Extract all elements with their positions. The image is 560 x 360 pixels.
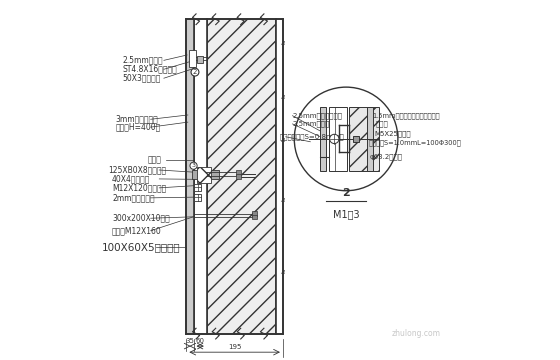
Text: 4: 4: [281, 138, 285, 144]
Text: 60: 60: [195, 338, 204, 344]
Circle shape: [191, 68, 199, 76]
Bar: [197, 56, 203, 63]
Bar: [194, 184, 202, 191]
Text: ST4.8X16自攻螺钉: ST4.8X16自攻螺钉: [123, 65, 178, 74]
Bar: [186, 19, 194, 334]
Text: 35: 35: [185, 338, 194, 344]
Text: M1：3: M1：3: [333, 209, 360, 219]
Text: 1.5mm热浸锄层铝层板（通用）: 1.5mm热浸锄层铝层板（通用）: [372, 112, 440, 119]
Bar: [189, 50, 195, 67]
Bar: [252, 211, 257, 216]
Text: 2.5mm涂层板: 2.5mm涂层板: [123, 56, 164, 65]
Bar: [352, 136, 359, 142]
Text: 沉头铆: 沉头铆: [148, 156, 162, 165]
Text: 4: 4: [281, 41, 285, 47]
Text: 3mm弹性密封条: 3mm弹性密封条: [116, 115, 158, 124]
Circle shape: [190, 162, 197, 169]
Text: 125XB0X8连接钢板: 125XB0X8连接钢板: [109, 166, 167, 175]
Bar: [329, 107, 347, 171]
Circle shape: [295, 87, 398, 191]
Bar: [207, 19, 277, 334]
Text: 4: 4: [281, 198, 285, 204]
Text: 2.5mm涂层板: 2.5mm涂层板: [292, 121, 330, 127]
Bar: [236, 170, 241, 175]
Bar: [349, 107, 379, 171]
Bar: [193, 170, 220, 179]
Text: 铝中气（S=1.0mmL=100Φ300）: 铝中气（S=1.0mmL=100Φ300）: [368, 139, 461, 146]
Text: 黑色密封胶（S=0.8mm）: 黑色密封胶（S=0.8mm）: [280, 134, 345, 140]
Text: 195: 195: [228, 345, 241, 350]
Text: 40X4角钢局部: 40X4角钢局部: [112, 175, 151, 184]
Text: 2: 2: [193, 69, 197, 75]
Text: φ63.2挂板卡: φ63.2挂板卡: [369, 153, 402, 160]
Text: 2mm山形密封条: 2mm山形密封条: [112, 193, 155, 202]
Bar: [320, 107, 326, 171]
Bar: [367, 107, 373, 171]
Text: 4: 4: [281, 95, 285, 101]
Text: 2: 2: [342, 188, 350, 198]
Text: 50X3封口槽铝: 50X3封口槽铝: [123, 74, 161, 83]
Bar: [194, 194, 202, 201]
Text: M5X25螺钉光: M5X25螺钉光: [374, 130, 410, 137]
Bar: [236, 174, 241, 179]
Text: 100X60X5矩形鑰管: 100X60X5矩形鑰管: [101, 242, 180, 252]
Text: 2.5mm铝单板折卡件: 2.5mm铝单板折卡件: [292, 112, 343, 119]
Text: 300x200X10钢板: 300x200X10钢板: [112, 214, 170, 223]
Text: M12X120高强螺栌: M12X120高强螺栌: [112, 183, 166, 192]
Bar: [277, 19, 283, 334]
Text: 4: 4: [281, 270, 285, 276]
Bar: [197, 167, 211, 183]
Text: zhulong.com: zhulong.com: [391, 329, 440, 338]
Bar: [252, 215, 257, 219]
Text: 高度（H=400）: 高度（H=400）: [116, 123, 161, 132]
Circle shape: [330, 134, 339, 144]
Bar: [194, 19, 207, 334]
Text: 3: 3: [192, 163, 195, 168]
Text: 化学锤M12X160: 化学锤M12X160: [112, 226, 162, 235]
Text: 固定卡: 固定卡: [376, 121, 389, 127]
